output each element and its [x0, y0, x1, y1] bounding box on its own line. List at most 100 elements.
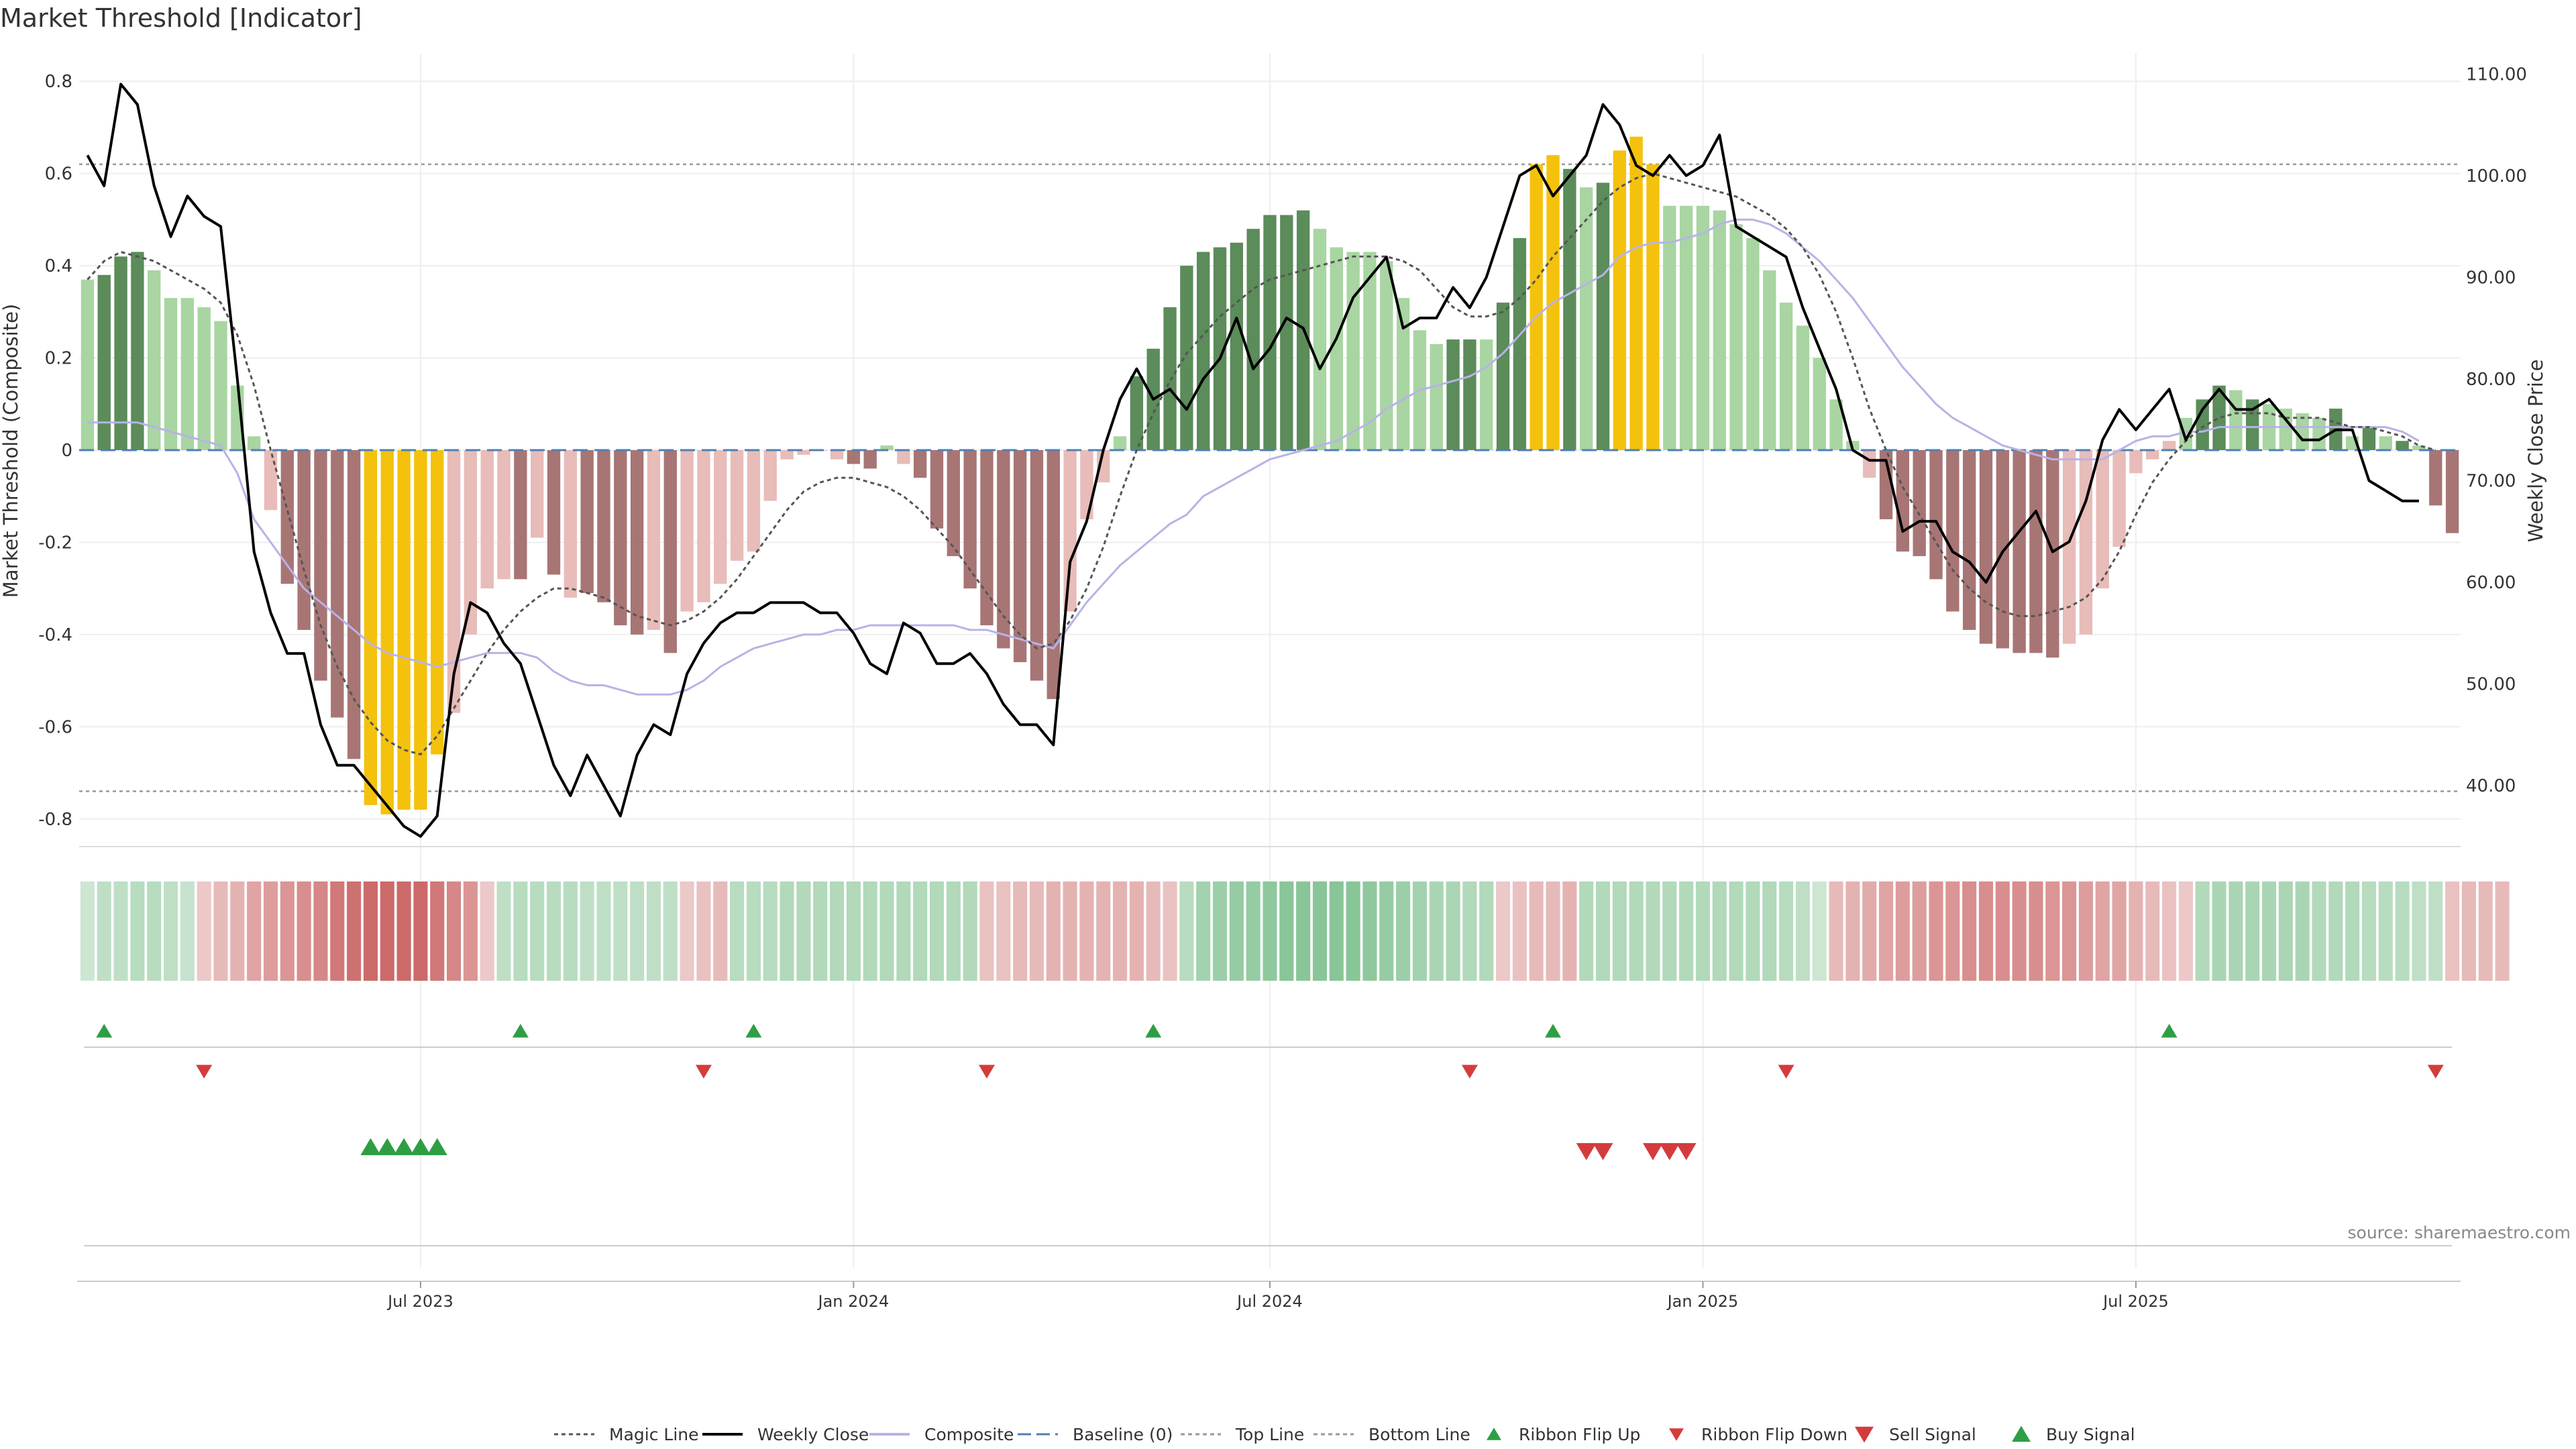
composite-bar: [1779, 303, 1793, 450]
legend-label: Sell Signal: [1889, 1425, 1976, 1444]
composite-bar: [780, 450, 794, 460]
composite-bar: [730, 450, 744, 561]
composite-bar: [97, 274, 111, 450]
composite-bar: [1796, 325, 1810, 450]
legend-label: Composite: [924, 1425, 1014, 1444]
legend-label: Top Line: [1235, 1425, 1304, 1444]
composite-bar: [180, 298, 195, 450]
composite-bar: [380, 450, 394, 814]
ribbon-cell: [2062, 881, 2077, 981]
ribbon-cell: [197, 881, 211, 981]
y-tick-label-left: -0.2: [38, 533, 72, 553]
composite-bar: [1197, 252, 1210, 450]
ribbon-flip-up-marker: [1545, 1024, 1562, 1038]
composite-bar: [2229, 390, 2243, 450]
ribbon-cell: [1212, 881, 1228, 981]
composite-bar: [80, 279, 95, 450]
composite-bar: [1230, 242, 1244, 450]
composite-bar: [2196, 399, 2209, 450]
ribbon-cell: [1129, 881, 1144, 981]
composite-bar: [763, 450, 777, 501]
composite-bar: [1430, 343, 1443, 450]
ribbon-cell: [546, 881, 561, 981]
ribbon-cell: [1063, 881, 1077, 981]
composite-bar: [697, 450, 710, 602]
composite-bar: [597, 450, 610, 602]
composite-bar: [1896, 450, 1910, 552]
ribbon-cell: [1079, 881, 1094, 981]
ribbon-cell: [613, 881, 628, 981]
ribbon-cell: [1895, 881, 1910, 981]
ribbon-cell: [1246, 881, 1260, 981]
buy-signal-marker: [427, 1138, 447, 1155]
ribbon-cell: [2245, 881, 2260, 981]
ribbon-cell: [180, 881, 195, 981]
composite-bar: [1163, 307, 1177, 450]
y-tick-label-right: 40.00: [2466, 776, 2516, 796]
composite-bar: [364, 450, 378, 806]
ribbon-flip-up-marker: [512, 1024, 529, 1038]
composite-bar: [1563, 168, 1576, 451]
ribbon-cell: [2112, 881, 2127, 981]
composite-bar: [314, 450, 327, 681]
ribbon-flip-up-marker: [1145, 1024, 1162, 1038]
composite-bar: [714, 450, 727, 584]
sell-signal-marker: [1642, 1143, 1663, 1161]
composite-bar: [114, 256, 127, 450]
ribbon-cell: [1679, 881, 1694, 981]
composite-bar: [2279, 409, 2293, 450]
ribbon-cell: [1279, 881, 1294, 981]
y-tick-label-left: -0.4: [38, 625, 72, 645]
y-tick-label-left: 0.8: [45, 72, 72, 92]
composite-bar: [2029, 450, 2043, 653]
y-tick-label-left: 0.2: [45, 349, 72, 369]
ribbon-cell: [2412, 881, 2426, 981]
composite-bar: [247, 436, 261, 450]
ribbon-cell: [2328, 881, 2343, 981]
ribbon-cell: [97, 881, 111, 981]
composite-bar: [1446, 339, 1460, 450]
ribbon-cell: [1646, 881, 1660, 981]
composite-bar: [913, 450, 927, 478]
ribbon-cell: [2029, 881, 2043, 981]
sell-signal-marker: [1576, 1143, 1597, 1161]
composite-bar: [2396, 441, 2409, 450]
composite-bar: [1579, 187, 1593, 450]
composite-bar: [464, 450, 478, 635]
ribbon-cell: [463, 881, 478, 981]
composite-bar: [2012, 450, 2026, 653]
chart-title: Market Threshold [Indicator]: [0, 3, 362, 33]
composite-bar: [747, 450, 761, 552]
ribbon-cell: [1362, 881, 1377, 981]
ribbon-cell: [2478, 881, 2493, 981]
composite-bar: [1946, 450, 1960, 612]
ribbon-cell: [1179, 881, 1194, 981]
ribbon-cell: [713, 881, 728, 981]
composite-bar: [2445, 450, 2459, 533]
composite-bar: [1213, 247, 1227, 450]
ribbon-cell: [1695, 881, 1711, 981]
ribbon-cell: [879, 881, 894, 981]
composite-line: [87, 218, 2420, 696]
composite-bar: [1813, 358, 1826, 450]
composite-bar: [480, 450, 494, 589]
y-tick-label-right: 100.00: [2466, 166, 2527, 186]
y-tick-label-left: 0.4: [45, 256, 72, 276]
composite-bar: [997, 450, 1010, 649]
ribbon-cell: [1462, 881, 1477, 981]
ribbon-cell: [1479, 881, 1494, 981]
composite-bar: [1529, 164, 1543, 450]
ribbon-cell: [2162, 881, 2177, 981]
ribbon-cell: [663, 881, 678, 981]
ribbon-cell: [380, 881, 394, 981]
composite-bar: [647, 450, 661, 631]
ribbon-cell: [696, 881, 711, 981]
composite-bar: [1480, 339, 1493, 450]
composite-bar: [1496, 303, 1510, 450]
composite-bar: [331, 450, 344, 718]
composite-bar: [1929, 450, 1943, 580]
ribbon-cell: [863, 881, 877, 981]
ribbon-cell: [846, 881, 861, 981]
legend-label: Ribbon Flip Up: [1519, 1425, 1640, 1444]
ribbon-cell: [1113, 881, 1128, 981]
